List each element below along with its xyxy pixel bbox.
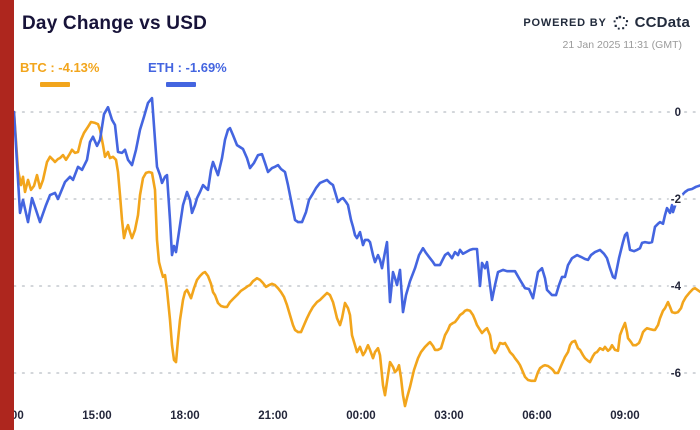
x-axis-label: 09:00	[610, 410, 639, 422]
powered-by-label: POWERED BY	[523, 16, 607, 29]
eth-legend-label: ETH : -1.69%	[148, 60, 227, 75]
legend-item-eth[interactable]: ETH : -1.69%	[148, 59, 227, 77]
x-axis-label: 18:00	[170, 410, 199, 422]
x-axis-label: 06:00	[522, 410, 551, 422]
btc-legend-swatch	[40, 82, 70, 87]
x-axis-label: 00:00	[346, 410, 375, 422]
powered-by: POWERED BY CCData	[523, 14, 690, 31]
btc-line	[12, 110, 700, 408]
x-axis-label: 03:00	[434, 410, 463, 422]
timestamp: 21 Jan 2025 11:31 (GMT)	[562, 39, 682, 51]
legend-item-btc[interactable]: BTC : -4.13%	[20, 59, 99, 77]
eth-line	[12, 96, 700, 314]
x-axis-label: 15:00	[82, 410, 111, 422]
page-title: Day Change vs USD	[22, 13, 208, 34]
x-axis-label: 21:00	[258, 410, 287, 422]
brand-name: CCData	[634, 14, 690, 31]
y-axis-label: 0	[675, 107, 681, 119]
accent-bar	[0, 0, 14, 430]
ccdata-logo-icon	[613, 15, 629, 31]
y-axis-label: -2	[671, 194, 681, 206]
eth-legend-swatch	[166, 82, 196, 87]
y-axis-label: -6	[671, 368, 681, 380]
y-axis-label: -4	[671, 281, 682, 293]
btc-legend-label: BTC : -4.13%	[20, 60, 100, 75]
